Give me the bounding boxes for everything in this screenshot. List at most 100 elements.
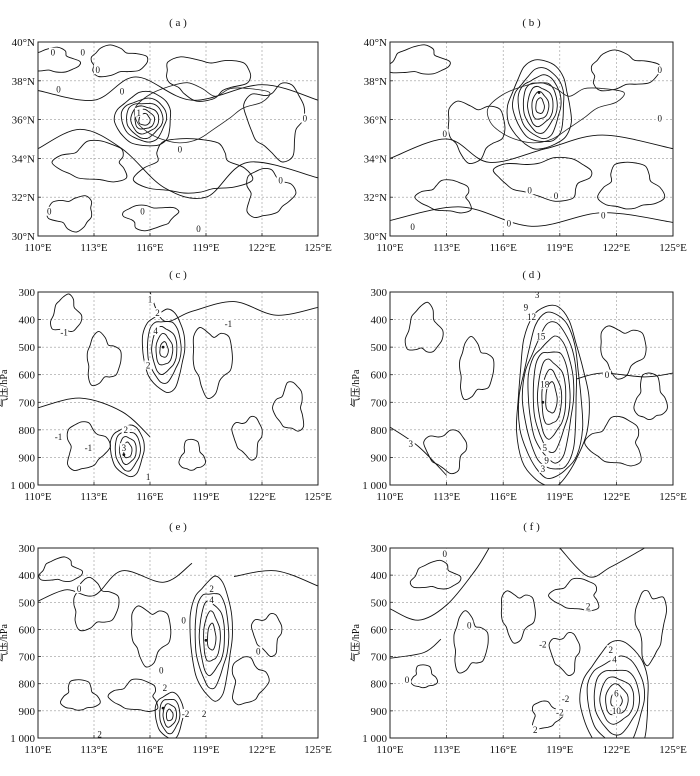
contour-line: [159, 699, 181, 735]
contour-line: [535, 97, 545, 114]
contour-label: -1: [85, 443, 93, 453]
y-tick-label: 400: [19, 570, 36, 582]
contour-line: [593, 669, 640, 736]
contour-label: 0: [605, 370, 610, 380]
x-tick-label: 116°E: [136, 242, 163, 254]
contour-line: [536, 358, 567, 440]
coastline-shandong: [486, 82, 625, 144]
y-tick-label: 36°N: [364, 115, 387, 127]
contour-line: [500, 590, 536, 644]
contour-line: [521, 321, 577, 470]
x-tick-label: 110°E: [24, 744, 51, 756]
contour-line: [38, 562, 193, 602]
contour-label-bg: [536, 331, 545, 341]
contour-line: [159, 341, 169, 358]
contour-line: [206, 622, 217, 651]
y-axis-label: 气压/hPa: [349, 369, 362, 407]
x-tick-label: 122°E: [603, 242, 631, 254]
x-tick-label: 116°E: [490, 242, 517, 254]
contour-label: 2: [123, 425, 128, 435]
contour-label-bg: [175, 144, 184, 154]
contour-label: 0: [303, 114, 308, 124]
contour-line: [113, 90, 172, 147]
contour-label-bg: [440, 129, 449, 139]
extremum-marker: [161, 706, 165, 710]
contour-label: 0: [140, 207, 145, 217]
contour-label-bg: [84, 443, 93, 453]
y-tick-label: 32°N: [364, 192, 387, 204]
contour-line: [414, 179, 472, 214]
contour-label: 0: [658, 65, 663, 75]
contour-label-bg: [75, 584, 84, 594]
x-tick-label: 113°E: [80, 491, 107, 503]
contour-label-bg: [402, 675, 411, 684]
contour-line: [390, 44, 451, 75]
contour-label: 0: [442, 549, 447, 559]
contour-label: 2: [155, 308, 160, 318]
contour-line: [73, 576, 120, 632]
plot-frame: [389, 41, 674, 237]
contour-label: 2: [533, 725, 538, 735]
contour-line: [492, 156, 593, 202]
contour-label-bg: [207, 584, 216, 594]
contour-line: [141, 308, 186, 394]
contour-label: 0: [507, 218, 512, 228]
x-tick-label: 125°E: [659, 491, 687, 503]
y-axis-label: 气压/hPa: [349, 624, 362, 662]
panel-label: ( e ): [169, 521, 187, 533]
contour-label-bg: [655, 113, 664, 123]
contour-label: -2: [539, 640, 547, 650]
contour-line: [600, 325, 647, 380]
y-tick-label: 1 000: [10, 480, 35, 492]
y-tick-label: 32°N: [12, 192, 35, 204]
contour-label: 0: [120, 86, 125, 96]
y-tick-label: 700: [371, 652, 388, 664]
x-tick-label: 119°E: [192, 744, 219, 756]
contour-label-bg: [138, 206, 147, 216]
contour-label: 0: [178, 145, 183, 155]
x-tick-label: 125°E: [304, 491, 332, 503]
contour-line: [134, 108, 156, 130]
contour-label: 4: [612, 655, 617, 665]
contour-label-bg: [144, 472, 153, 482]
y-tick-label: 500: [371, 342, 388, 354]
y-tick-label: 36°N: [12, 115, 35, 127]
contour-line: [132, 138, 254, 194]
contour-line: [459, 335, 495, 401]
contour-label-bg: [610, 654, 619, 664]
x-tick-label: 119°E: [546, 242, 573, 254]
contour-line: [192, 327, 233, 399]
contour-label-bg: [78, 47, 87, 57]
contour-line: [390, 426, 447, 476]
contour-label: 0: [405, 675, 410, 685]
contour-label: 0: [77, 584, 82, 594]
contour-line: [155, 332, 174, 366]
y-tick-label: 40°N: [12, 37, 35, 49]
y-tick-label: 800: [19, 679, 36, 691]
contour-label: 0: [181, 615, 186, 625]
contour-line: [66, 421, 111, 472]
contour-line: [390, 134, 673, 163]
contour-label-bg: [179, 615, 188, 625]
contour-line: [231, 415, 263, 461]
contour-label-bg: [599, 210, 608, 220]
contour-label-bg: [45, 206, 54, 216]
contour-label-bg: [134, 107, 143, 117]
contour-label: 0: [658, 114, 663, 124]
contour-line: [231, 656, 270, 706]
contour-line: [189, 575, 233, 702]
y-tick-label: 900: [371, 452, 388, 464]
contour-label: 4: [153, 326, 158, 336]
x-tick-label: 110°E: [24, 491, 51, 503]
contour-label-bg: [612, 688, 621, 698]
x-tick-label: 125°E: [659, 242, 687, 254]
y-tick-label: 400: [371, 570, 388, 582]
y-tick-label: 600: [371, 370, 388, 382]
contour-label-bg: [118, 86, 126, 96]
y-tick-label: 500: [19, 342, 36, 354]
contour-label: 0: [159, 666, 164, 676]
contour-line: [597, 161, 666, 210]
contour-line: [512, 67, 565, 143]
contour-label-bg: [552, 191, 561, 201]
